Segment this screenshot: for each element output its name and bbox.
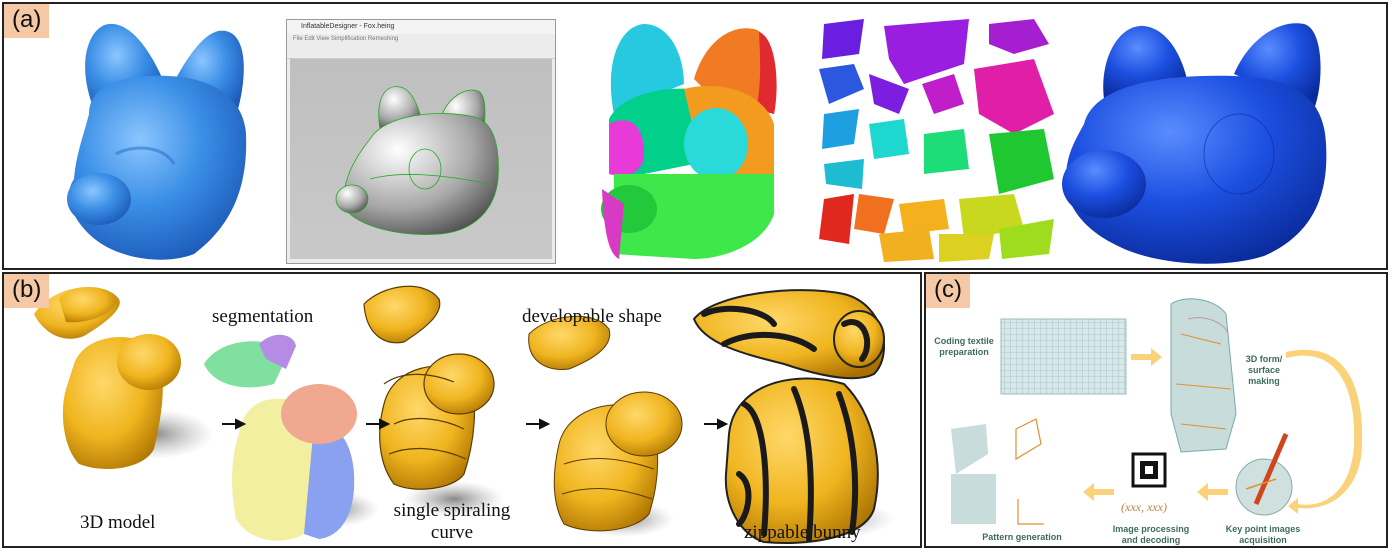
label-coding-textile: Coding textile preparation	[934, 336, 994, 357]
bunny-single-spiral	[363, 285, 504, 517]
fox-model-blue	[67, 23, 247, 260]
figure-panel-c: Coding textile preparation 3D form/ surf…	[924, 272, 1388, 548]
fox-model-inflated	[1062, 23, 1327, 264]
flow-arrows	[1083, 348, 1363, 514]
label-segmentation: segmentation	[212, 306, 314, 327]
label-pattern-generation: Pattern generation	[982, 532, 1062, 542]
label-zippable-bunny: zippable bunny	[744, 522, 861, 543]
figure-panel-b: segmentation developable shape 3D model …	[2, 272, 922, 548]
qr-code	[1131, 452, 1167, 488]
panel-tag-a: (a)	[4, 4, 50, 38]
fox-model-segmented	[601, 24, 777, 259]
viewport-mesh	[335, 86, 499, 235]
3d-form-figure	[1170, 298, 1237, 453]
process-arrows	[222, 418, 729, 430]
label-developable-shape: developable shape	[522, 306, 662, 327]
label-key-point: Key point images acquisition	[1225, 524, 1301, 545]
key-point-camera	[1235, 433, 1293, 516]
label-image-processing: Image processing and decoding	[1112, 524, 1190, 545]
panel-tag-c: (c)	[926, 274, 970, 308]
bunny-3d-model	[34, 287, 214, 469]
bunny-zippable	[692, 289, 894, 545]
label-coordinates: (xxx, xxx)	[1121, 500, 1167, 514]
flattened-patches	[819, 19, 1054, 262]
panel-c-diagram	[951, 298, 1363, 525]
window-viewport	[290, 59, 552, 259]
bunny-developable	[528, 315, 683, 537]
window-toolbar	[287, 44, 555, 59]
label-single-spiraling-curve: single spiraling curve	[393, 500, 511, 543]
label-3d-model: 3D model	[80, 512, 156, 533]
panel-a-illustrations	[67, 19, 1327, 264]
panel-tag-b: (b)	[4, 274, 50, 308]
figure-panel-a: InflatableDesigner - Fox.heing File Edit…	[2, 2, 1388, 270]
window-title: InflatableDesigner - Fox.heing	[287, 20, 555, 34]
panel-b-illustrations	[34, 285, 894, 545]
software-window: InflatableDesigner - Fox.heing File Edit…	[286, 19, 556, 264]
bunny-segmented	[204, 334, 379, 541]
coding-textile-grid	[1000, 318, 1127, 395]
label-3d-form: 3D form/ surface making	[1245, 354, 1283, 386]
window-menu: File Edit View Simplification Remeshing	[293, 36, 399, 42]
pattern-pieces	[951, 418, 1044, 525]
